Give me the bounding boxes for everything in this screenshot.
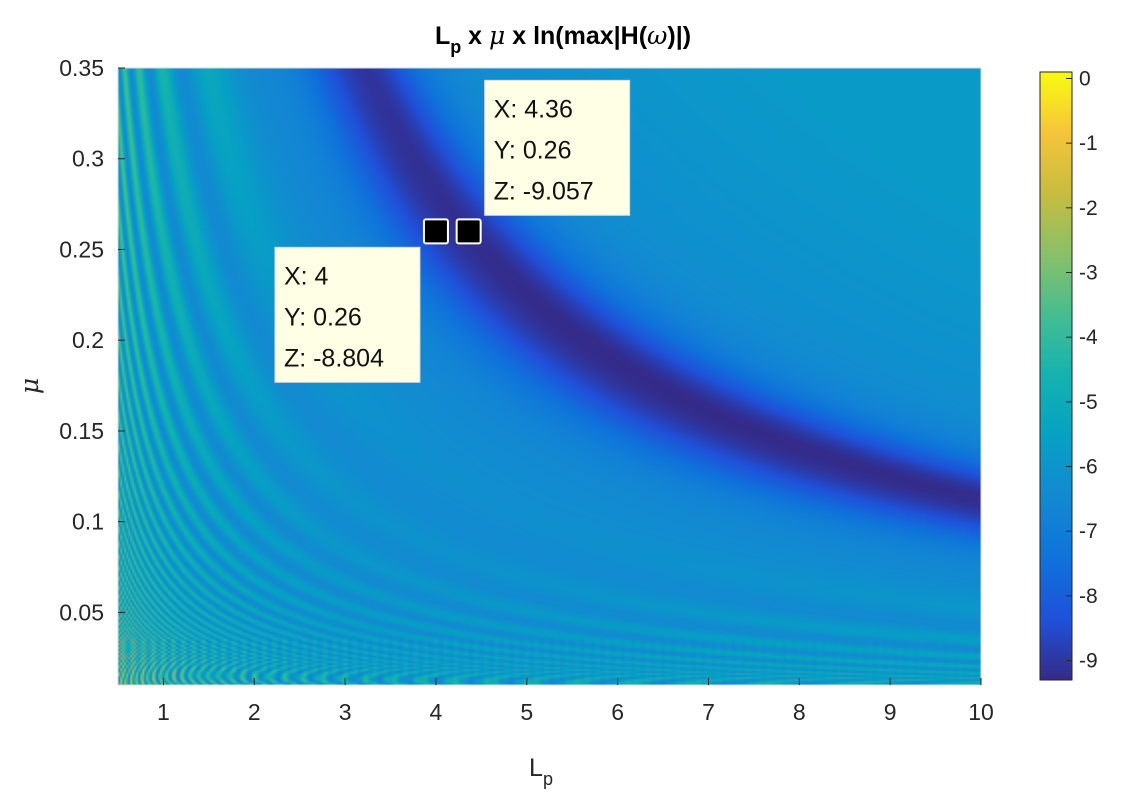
- x-tick-label: 9: [884, 699, 897, 725]
- datatip-line: X: 4: [284, 262, 329, 290]
- colorbar-tick-label: 0: [1079, 67, 1091, 90]
- x-tick-label: 3: [339, 699, 352, 725]
- datatip-box: [484, 79, 631, 216]
- colorbar: [1039, 71, 1073, 681]
- title-sep-2: x: [505, 22, 533, 50]
- datatip-line: X: 4.36: [494, 95, 573, 123]
- x-tick-label: 5: [520, 699, 533, 725]
- colorbar-tick-label: -4: [1079, 326, 1098, 349]
- title-fn-end: )|): [667, 22, 691, 50]
- x-tick-label: 4: [430, 699, 443, 725]
- colorbar-tick-label: -5: [1079, 391, 1098, 414]
- colorbar-tick-label: -1: [1079, 132, 1098, 155]
- colorbar-tick-label: -9: [1079, 650, 1098, 673]
- x-tick-label: 1: [157, 699, 170, 725]
- chart-title: Lp x μ x ln(max|H(ω)|): [435, 21, 691, 57]
- colorbar-ticks: 0 -1 -2 -3 -4 -5 -6 -7 -8 -9: [1066, 67, 1098, 673]
- y-tick-label: 0.15: [59, 418, 104, 444]
- title-omega: ω: [647, 21, 667, 50]
- title-sep-1: x: [461, 22, 489, 50]
- colorbar-tick-label: -3: [1079, 262, 1098, 285]
- x-tick-label: 8: [793, 699, 806, 725]
- datatip-line: Z: -9.057: [494, 177, 594, 205]
- x-tick-label: 2: [248, 699, 261, 725]
- x-axis-label-main: L: [529, 754, 543, 782]
- x-tick-label: 7: [702, 699, 715, 725]
- datatip-marker[interactable]: [455, 218, 482, 245]
- x-axis-label: Lp: [529, 754, 553, 789]
- y-tick-label: 0.25: [59, 236, 104, 262]
- title-mu: μ: [489, 21, 505, 50]
- y-tick-label: 0.2: [72, 327, 104, 353]
- plot-frame: [117, 67, 982, 686]
- x-tick-label: 10: [968, 699, 994, 725]
- y-axis-label: μ: [15, 378, 44, 394]
- datatip-line: Y: 0.26: [284, 303, 362, 331]
- x-tick-label: 6: [611, 699, 624, 725]
- colorbar-tick-label: -6: [1079, 456, 1098, 479]
- y-tick-label: 0.05: [59, 599, 104, 625]
- x-axis-label-subscript: p: [543, 769, 553, 789]
- title-fn: ln(max|H(: [533, 22, 648, 50]
- datatips: X: 4.36 Y: 0.26 Z: -9.057 X: 4 Y: 0.26 Z: -8.…: [274, 79, 631, 383]
- datatip-box: [274, 246, 421, 383]
- colorbar-tick-label: -8: [1079, 585, 1098, 608]
- datatip-line: Y: 0.26: [494, 136, 572, 164]
- y-axis: 0.05 0.1 0.15 0.2 0.25 0.3 0.35: [59, 55, 125, 625]
- title-L: L: [435, 22, 450, 50]
- datatip-marker[interactable]: [422, 218, 449, 245]
- title-L-subscript: p: [450, 37, 461, 57]
- colorbar-tick-label: -2: [1079, 197, 1098, 220]
- datatip-line: Z: -8.804: [284, 344, 384, 372]
- x-axis: 1 2 3 4 5 6 7 8 9 10: [157, 678, 994, 725]
- y-tick-label: 0.3: [72, 146, 104, 172]
- y-tick-label: 0.1: [72, 509, 104, 535]
- y-tick-label: 0.35: [59, 55, 104, 81]
- colorbar-tick-label: -7: [1079, 520, 1098, 543]
